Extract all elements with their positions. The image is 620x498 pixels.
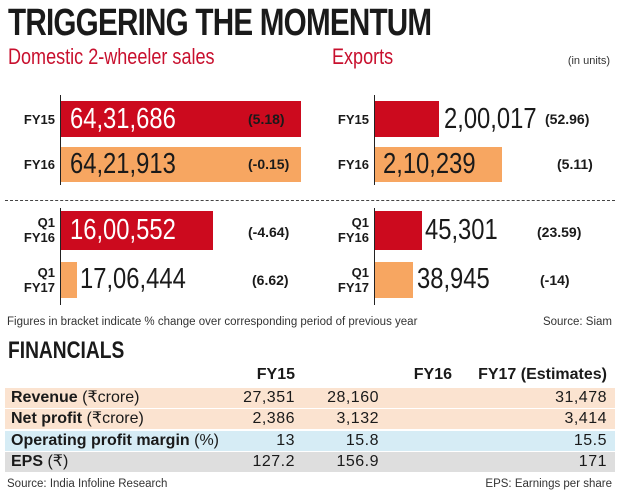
- domestic-q1fy17-bar: [61, 262, 77, 298]
- domestic-fy16-label: FY16: [23, 157, 55, 172]
- exports-q1fy17-pct: (-14): [540, 272, 570, 288]
- cell-fy17: 3,414: [564, 410, 607, 427]
- cell-fy15: 2,386: [252, 410, 295, 427]
- col-header-fy17: FY17 (Estimates): [478, 366, 607, 383]
- exports-q1fy16-bar: [375, 211, 422, 250]
- domestic-fy15-bar: [61, 101, 301, 137]
- exports-q1fy17-label-bottom: FY17: [337, 280, 369, 295]
- exports-q1fy16-label-bottom: FY16: [337, 230, 369, 245]
- exports-fy16-value: 2,10,239: [383, 148, 476, 180]
- table-row: EPS (₹) 127.2 156.9 171: [5, 452, 615, 472]
- domestic-q1fy17-label-top: Q1: [37, 265, 55, 280]
- exports-q1fy16-label-top: Q1: [351, 215, 369, 230]
- domestic-fy16-value: 64,21,913: [70, 148, 176, 180]
- exports-q1fy17-bar: [375, 262, 413, 298]
- exports-fy16-bar: [375, 147, 502, 182]
- row-label-bold: Revenue: [11, 389, 78, 406]
- domestic-q1fy17-label: Q1 FY17: [24, 265, 55, 295]
- exports-q1fy16-pct: (23.59): [537, 224, 582, 240]
- cell-fy17: 31,478: [555, 389, 607, 406]
- row-label: Revenue (₹crore): [11, 388, 139, 408]
- row-label-bold: Net profit: [11, 410, 83, 427]
- exports-q1fy17-value: 38,945: [417, 263, 490, 295]
- exports-q1fy16-value: 45,301: [425, 214, 498, 246]
- cell-fy17: 171: [578, 453, 607, 470]
- domestic-q1fy17-value: 17,06,444: [80, 263, 186, 295]
- source-india-infoline: Source: India Infoline Research: [7, 478, 168, 490]
- cell-fy17: 15.5: [573, 432, 607, 449]
- section-divider: [5, 200, 615, 201]
- domestic-fy15-pct: (5.18): [248, 111, 285, 127]
- footnote: Figures in bracket indicate % change ove…: [7, 316, 418, 328]
- exports-q1fy17-label-top: Q1: [351, 265, 369, 280]
- units-note: (in units): [567, 55, 610, 67]
- exports-q1-axis: [374, 208, 375, 305]
- cell-fy16: 15.8: [345, 432, 379, 449]
- domestic-fy16-pct: (-0.15): [248, 156, 290, 172]
- domestic-q1fy17-label-bottom: FY17: [23, 280, 55, 295]
- row-label-unit: (%): [189, 432, 219, 449]
- row-label-unit: (₹crore): [82, 410, 144, 427]
- exports-fy16-label: FY16: [337, 157, 369, 172]
- financials-title: FINANCIALS: [8, 337, 125, 364]
- domestic-q1fy16-label: Q1 FY16: [24, 215, 55, 245]
- source-siam: Source: Siam: [542, 316, 612, 328]
- domestic-q1fy17-pct: (6.62): [252, 272, 289, 288]
- domestic-fy15-label: FY15: [23, 112, 55, 127]
- domestic-fy15-value: 64,31,686: [70, 103, 176, 135]
- row-label: EPS (₹): [11, 452, 68, 472]
- exports-fy15-bar: [375, 101, 439, 137]
- page-title: TRIGGERING THE MOMENTUM: [8, 2, 432, 44]
- col-header-fy15: FY15: [256, 366, 295, 383]
- exports-fy15-label: FY15: [337, 112, 369, 127]
- exports-fy15-pct: (52.96): [545, 111, 590, 127]
- cell-fy16: 3,132: [336, 410, 379, 427]
- table-row: Net profit (₹crore) 2,386 3,132 3,414: [5, 409, 615, 429]
- eps-note: EPS: Earnings per share: [485, 478, 612, 490]
- domestic-q1fy16-value: 16,00,552: [70, 214, 176, 246]
- exports-fy16-pct: (5.11): [557, 156, 593, 172]
- row-label-bold: Operating profit margin: [11, 432, 190, 449]
- row-label: Operating profit margin (%): [11, 431, 219, 451]
- row-label-bold: EPS: [11, 453, 44, 470]
- exports-q1fy17-label: Q1 FY17: [338, 265, 369, 295]
- exports-fy15-value: 2,00,017: [444, 103, 537, 135]
- exports-q1fy16-label: Q1 FY16: [338, 215, 369, 245]
- domestic-fy16-bar: [61, 147, 301, 182]
- cell-fy16: 156.9: [336, 453, 379, 470]
- row-label-unit: (₹crore): [77, 389, 140, 406]
- domestic-q1fy16-pct: (-4.64): [248, 224, 290, 240]
- table-row: Operating profit margin (%) 13 15.8 15.5: [5, 431, 615, 451]
- domestic-q1fy16-label-bottom: FY16: [23, 230, 55, 245]
- row-label: Net profit (₹crore): [11, 409, 144, 429]
- col-header-fy16: FY16: [413, 366, 452, 383]
- table-row: Revenue (₹crore) 27,351 28,160 31,478: [5, 388, 615, 408]
- cell-fy16: 28,160: [327, 389, 379, 406]
- domestic-q1-axis: [60, 208, 61, 305]
- cell-fy15: 13: [276, 432, 295, 449]
- exports-chart-title: Exports: [332, 44, 394, 69]
- domestic-fy-axis: [60, 95, 61, 185]
- cell-fy15: 127.2: [252, 453, 295, 470]
- exports-fy-axis: [374, 95, 375, 185]
- row-label-unit: (₹): [43, 453, 69, 470]
- domestic-chart-title: Domestic 2-wheeler sales: [8, 44, 215, 69]
- domestic-q1fy16-bar: [61, 211, 213, 250]
- cell-fy15: 27,351: [243, 389, 295, 406]
- domestic-q1fy16-label-top: Q1: [37, 215, 55, 230]
